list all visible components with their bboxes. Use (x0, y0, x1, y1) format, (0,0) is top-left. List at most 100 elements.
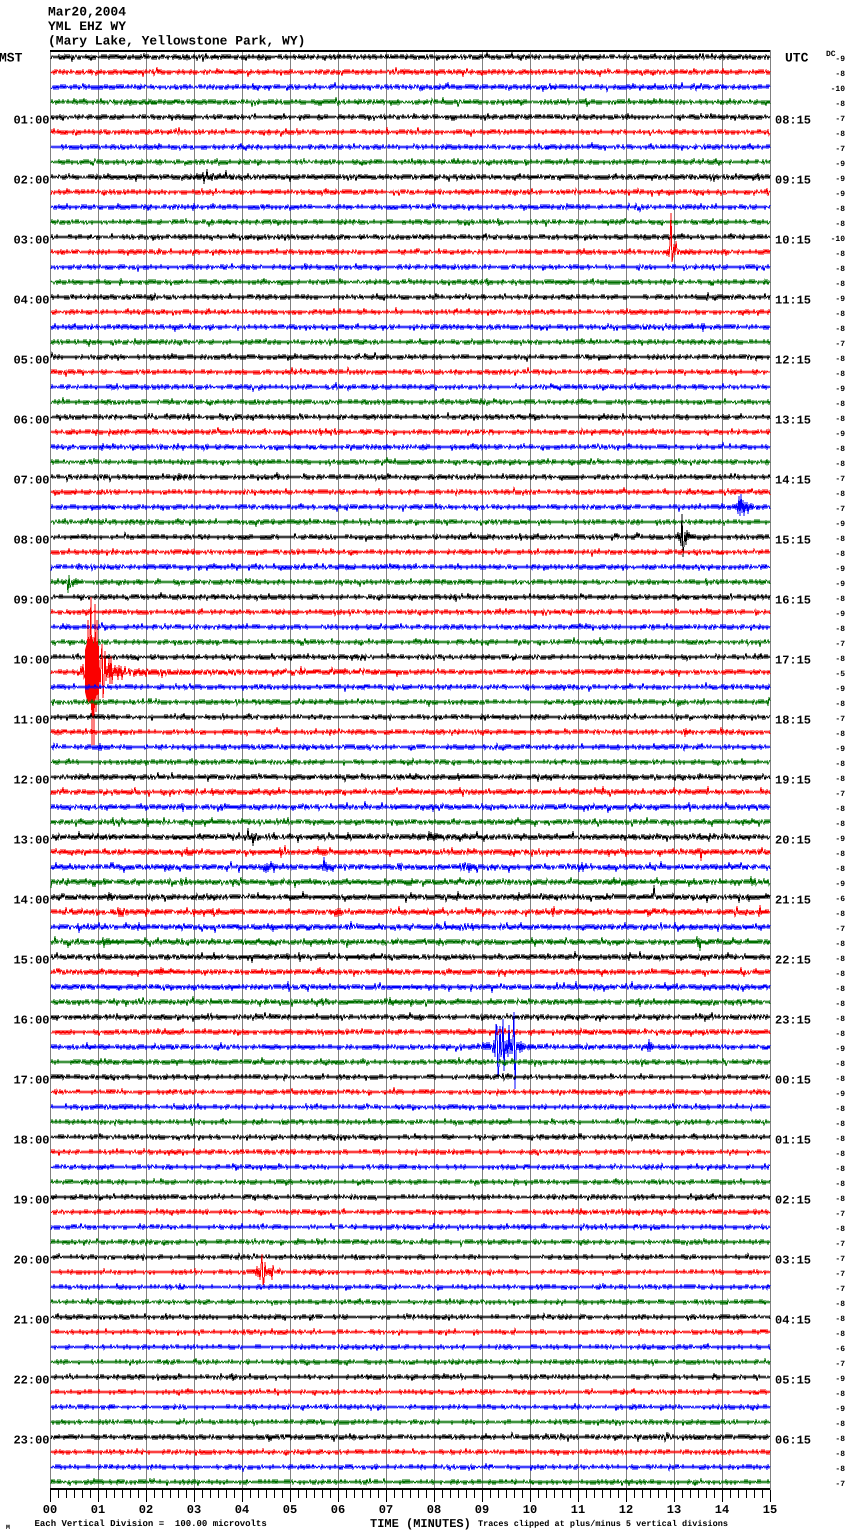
svg-text:-7: -7 (835, 475, 845, 484)
svg-text:-7: -7 (835, 715, 845, 724)
svg-text:11:15: 11:15 (775, 294, 811, 308)
svg-text:-8: -8 (835, 730, 845, 739)
svg-text:-8: -8 (835, 70, 845, 79)
svg-text:-10: -10 (831, 85, 846, 94)
svg-text:-8: -8 (835, 1075, 845, 1084)
svg-text:04:15: 04:15 (775, 1314, 811, 1328)
svg-text:-8: -8 (835, 1105, 845, 1114)
svg-text:-7: -7 (835, 1480, 845, 1489)
svg-text:-6: -6 (835, 1345, 845, 1354)
svg-text:-8: -8 (835, 535, 845, 544)
svg-text:-8: -8 (835, 595, 845, 604)
svg-text:22:00: 22:00 (13, 1374, 49, 1388)
svg-text:15: 15 (763, 1503, 777, 1517)
svg-text:-7: -7 (835, 1240, 845, 1249)
svg-text:21:15: 21:15 (775, 894, 811, 908)
svg-text:20:00: 20:00 (13, 1254, 49, 1268)
svg-text:13:15: 13:15 (775, 414, 811, 428)
svg-text:19:15: 19:15 (775, 774, 811, 788)
svg-text:-7: -7 (835, 340, 845, 349)
svg-text:-8: -8 (835, 490, 845, 499)
svg-text:-8: -8 (835, 1225, 845, 1234)
svg-text:11: 11 (571, 1503, 585, 1517)
svg-text:-8: -8 (835, 1150, 845, 1159)
svg-text:-8: -8 (835, 700, 845, 709)
svg-text:23:15: 23:15 (775, 1014, 811, 1028)
svg-text:-7: -7 (835, 145, 845, 154)
svg-text:-7: -7 (835, 640, 845, 649)
svg-text:-8: -8 (835, 1390, 845, 1399)
svg-text:10: 10 (523, 1503, 537, 1517)
svg-text:01: 01 (91, 1503, 105, 1517)
svg-text:01:15: 01:15 (775, 1134, 811, 1148)
svg-text:05:15: 05:15 (775, 1374, 811, 1388)
svg-text:(Mary Lake, Yellowstone Park,: (Mary Lake, Yellowstone Park, WY) (48, 34, 305, 49)
svg-text:-8: -8 (835, 1450, 845, 1459)
svg-text:-8: -8 (835, 985, 845, 994)
svg-text:-8: -8 (835, 955, 845, 964)
svg-text:-9: -9 (835, 1045, 845, 1054)
svg-text:08: 08 (427, 1503, 441, 1517)
svg-text:07:00: 07:00 (13, 474, 49, 488)
svg-text:-8: -8 (835, 1420, 845, 1429)
svg-text:15:00: 15:00 (13, 954, 49, 968)
svg-text:Each Vertical Division = 100.: Each Vertical Division = 100.00 microvol… (35, 1519, 267, 1529)
svg-text:-8: -8 (835, 850, 845, 859)
svg-text:14:00: 14:00 (13, 894, 49, 908)
svg-text:11:00: 11:00 (13, 714, 49, 728)
svg-text:-9: -9 (835, 295, 845, 304)
svg-text:-10: -10 (831, 235, 846, 244)
svg-text:-8: -8 (835, 250, 845, 259)
svg-text:-9: -9 (835, 190, 845, 199)
svg-text:-9: -9 (835, 610, 845, 619)
svg-text:00:15: 00:15 (775, 1074, 811, 1088)
svg-text:-7: -7 (835, 1210, 845, 1219)
svg-text:-9: -9 (835, 685, 845, 694)
svg-text:20:15: 20:15 (775, 834, 811, 848)
svg-text:MST: MST (0, 51, 23, 66)
svg-text:-8: -8 (835, 760, 845, 769)
svg-text:-7: -7 (835, 115, 845, 124)
svg-text:17:15: 17:15 (775, 654, 811, 668)
svg-text:-9: -9 (835, 520, 845, 529)
svg-text:13: 13 (667, 1503, 681, 1517)
svg-text:-7: -7 (835, 1255, 845, 1264)
svg-text:13:00: 13:00 (13, 834, 49, 848)
svg-text:04: 04 (235, 1503, 249, 1517)
svg-text:Traces clipped at plus/minus 5: Traces clipped at plus/minus 5 vertical … (478, 1519, 728, 1529)
svg-text:-8: -8 (835, 1330, 845, 1339)
svg-text:-8: -8 (835, 940, 845, 949)
svg-text:18:15: 18:15 (775, 714, 811, 728)
svg-text:-8: -8 (835, 355, 845, 364)
svg-text:-8: -8 (835, 775, 845, 784)
svg-text:YML EHZ WY: YML EHZ WY (48, 19, 126, 34)
svg-text:02:00: 02:00 (13, 174, 49, 188)
svg-text:-8: -8 (835, 625, 845, 634)
svg-text:10:00: 10:00 (13, 654, 49, 668)
svg-text:01:00: 01:00 (13, 114, 49, 128)
svg-text:08:15: 08:15 (775, 114, 811, 128)
svg-text:-8: -8 (835, 1120, 845, 1129)
svg-text:07: 07 (379, 1503, 393, 1517)
svg-text:-7: -7 (835, 505, 845, 514)
svg-text:09:15: 09:15 (775, 174, 811, 188)
svg-text:DC: DC (826, 50, 836, 59)
svg-text:-8: -8 (835, 805, 845, 814)
svg-text:-8: -8 (835, 655, 845, 664)
svg-text:-7: -7 (835, 1270, 845, 1279)
svg-text:-6: -6 (835, 895, 845, 904)
svg-text:-8: -8 (835, 400, 845, 409)
svg-text:03: 03 (187, 1503, 201, 1517)
svg-text:-8: -8 (835, 865, 845, 874)
svg-text:22:15: 22:15 (775, 954, 811, 968)
svg-text:-7: -7 (835, 1360, 845, 1369)
svg-text:14: 14 (715, 1503, 729, 1517)
svg-text:-8: -8 (835, 325, 845, 334)
svg-text:00: 00 (43, 1503, 57, 1517)
svg-text:-7: -7 (835, 1285, 845, 1294)
svg-text:-8: -8 (835, 1135, 845, 1144)
svg-text:-8: -8 (835, 1315, 845, 1324)
svg-text:-8: -8 (835, 205, 845, 214)
svg-text:03:00: 03:00 (13, 234, 49, 248)
svg-text:-8: -8 (835, 460, 845, 469)
